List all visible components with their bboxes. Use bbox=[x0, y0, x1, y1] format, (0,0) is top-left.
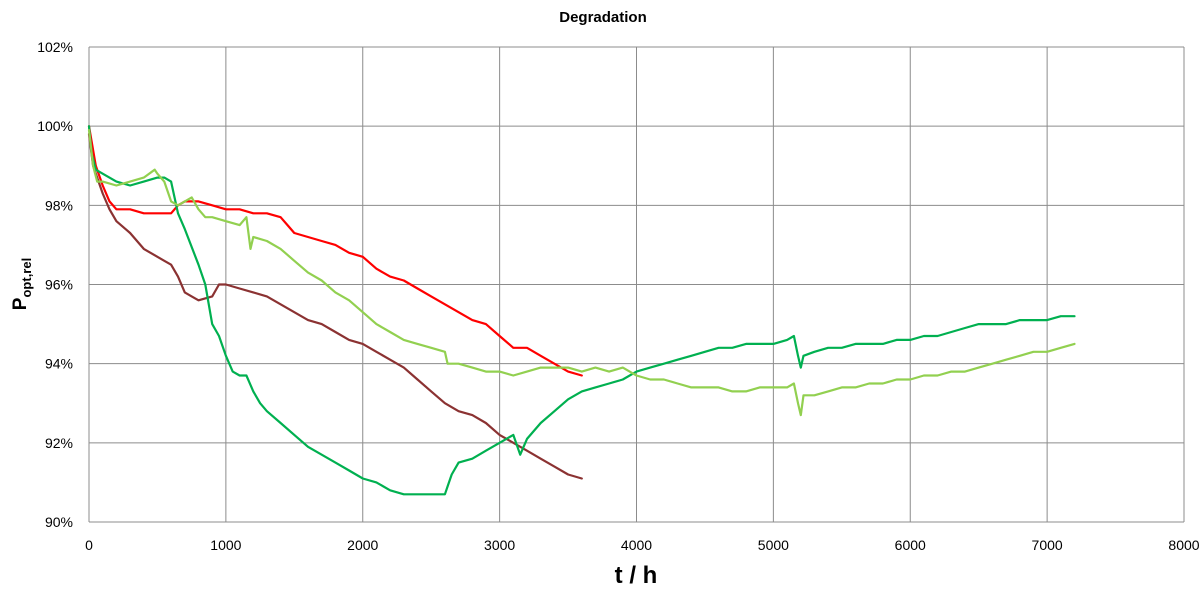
x-tick-label: 6000 bbox=[895, 537, 926, 553]
y-axis-label: Popt,rel bbox=[10, 258, 34, 310]
y-tick-label: 100% bbox=[37, 118, 73, 134]
y-tick-label: 92% bbox=[45, 435, 73, 451]
x-tick-label: 2000 bbox=[347, 537, 378, 553]
series-layer bbox=[87, 125, 1076, 496]
series-line-1 bbox=[87, 125, 583, 377]
x-tick-label: 5000 bbox=[758, 537, 789, 553]
x-tick-label: 4000 bbox=[621, 537, 652, 553]
x-tick-label: 7000 bbox=[1032, 537, 1063, 553]
y-tick-label: 102% bbox=[37, 39, 73, 55]
y-tick-label: 94% bbox=[45, 356, 73, 372]
tick-labels: 90% 92% 94% 96% 98% 100% 102% 0 1000 2000 3000 4000… bbox=[37, 39, 1200, 553]
chart-title: Degradation bbox=[559, 9, 647, 26]
x-tick-label: 8000 bbox=[1168, 537, 1199, 553]
x-axis-label: t / h bbox=[615, 562, 658, 589]
y-axis-label-subscript: opt,rel bbox=[19, 258, 34, 298]
y-tick-label: 96% bbox=[45, 277, 73, 293]
x-tick-label: 3000 bbox=[484, 537, 515, 553]
y-tick-label: 90% bbox=[45, 514, 73, 530]
series-line-3 bbox=[87, 125, 1076, 496]
grid-lines bbox=[88, 46, 1185, 523]
x-tick-label: 1000 bbox=[210, 537, 241, 553]
y-axis-label-main: P bbox=[10, 297, 31, 310]
series-line-4 bbox=[87, 129, 1076, 417]
x-tick-label: 0 bbox=[85, 537, 93, 553]
y-tick-label: 98% bbox=[45, 197, 73, 213]
series-line-2 bbox=[87, 133, 583, 480]
